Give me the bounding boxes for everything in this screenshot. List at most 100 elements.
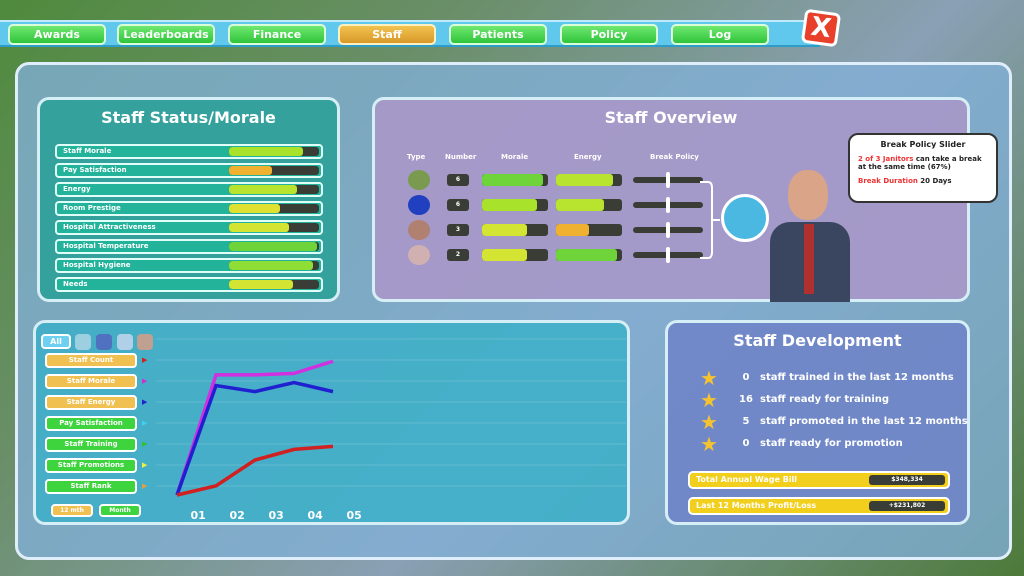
- range-12-mth-button[interactable]: 12 mth: [51, 504, 93, 517]
- series-line-staff-morale: [175, 359, 334, 496]
- star-icon: ★: [700, 410, 718, 434]
- staff-number: 6: [447, 199, 469, 211]
- status-bar: [229, 204, 319, 213]
- wage-bill-row: Total Annual Wage Bill $348,334: [688, 471, 950, 489]
- staff-graph-panel: All Staff Count ▶ Staff Morale ▶ Staff Energ…: [33, 320, 630, 525]
- filter-nurse-button[interactable]: [96, 334, 112, 350]
- break-policy-slider[interactable]: [633, 247, 703, 263]
- graph-toggle-staff-count[interactable]: Staff Count: [45, 353, 137, 368]
- x-tick-label: 05: [347, 509, 362, 522]
- close-icon: X: [808, 11, 834, 45]
- header-number: Number: [445, 153, 477, 161]
- status-bar: [229, 147, 319, 156]
- staff-number: 6: [447, 174, 469, 186]
- development-label: staff trained in the last 12 months: [760, 372, 954, 383]
- slider-handle[interactable]: [666, 247, 670, 263]
- staff-line-chart: 01 02 03 04 05: [156, 338, 626, 522]
- development-label: staff promoted in the last 12 months: [760, 416, 968, 427]
- break-duration-label: Break Duration: [858, 177, 918, 185]
- energy-bar: [556, 224, 622, 236]
- assistant-icon: [408, 245, 430, 265]
- graph-toggle-pay-satisfaction[interactable]: Pay Satisfaction: [45, 416, 137, 431]
- doctor-icon: [408, 170, 430, 190]
- header-energy: Energy: [574, 153, 602, 161]
- tooltip-title: Break Policy Slider: [880, 140, 966, 149]
- status-bar: [229, 185, 319, 194]
- graph-toggle-staff-morale[interactable]: Staff Morale: [45, 374, 137, 389]
- status-row: Hospital Temperature: [55, 239, 323, 254]
- energy-bar: [556, 199, 622, 211]
- tab-finance[interactable]: Finance: [228, 24, 326, 45]
- staff-overview-panel: Staff Overview Type Number Morale Energy…: [372, 97, 970, 302]
- status-label: Needs: [63, 280, 88, 288]
- panel-title: Staff Overview: [604, 108, 738, 127]
- bracket: [700, 181, 720, 259]
- status-label: Staff Morale: [63, 147, 112, 155]
- x-tick-label: 04: [308, 509, 324, 522]
- x-tick-label: 03: [269, 509, 284, 522]
- janitor-icon: [408, 220, 430, 240]
- header-break-policy: Break Policy: [650, 153, 699, 161]
- star-icon: ★: [700, 432, 718, 456]
- slider-handle[interactable]: [666, 222, 670, 238]
- status-bar: [229, 223, 319, 232]
- slider-handle[interactable]: [666, 197, 670, 213]
- tab-log[interactable]: Log: [671, 24, 769, 45]
- status-bar: [229, 242, 319, 251]
- morale-bar: [482, 199, 548, 211]
- newspaper-icon: [721, 194, 769, 242]
- close-button[interactable]: X: [800, 8, 842, 48]
- panel-title: Staff Status/Morale: [101, 108, 276, 127]
- profit-loss-label: Last 12 Months Profit/Loss: [696, 501, 817, 510]
- star-icon: ★: [700, 366, 718, 390]
- break-policy-slider[interactable]: [633, 197, 703, 213]
- slider-handle[interactable]: [666, 172, 670, 188]
- filter-janitor-button[interactable]: [137, 334, 153, 350]
- status-label: Pay Satisfaction: [63, 166, 127, 174]
- tab-awards[interactable]: Awards: [8, 24, 106, 45]
- status-label: Hospital Attractiveness: [63, 223, 156, 231]
- development-value: 0: [742, 438, 750, 449]
- staff-development-panel: Staff Development ★ 0 staff trained in the…: [665, 320, 970, 525]
- wage-bill-value: $348,334: [869, 475, 945, 485]
- status-row: Hospital Attractiveness: [55, 220, 323, 235]
- tab-patients[interactable]: Patients: [449, 24, 547, 45]
- tooltip-highlight: 2 of 3 Janitors: [858, 155, 914, 163]
- tab-policy[interactable]: Policy: [560, 24, 658, 45]
- staff-number: 2: [447, 249, 469, 261]
- energy-bar: [556, 249, 622, 261]
- tooltip-text: can take a break at the same time (67%): [858, 155, 982, 171]
- graph-toggle-staff-promotions[interactable]: Staff Promotions: [45, 458, 137, 473]
- advisor-character: [760, 170, 860, 302]
- morale-bar: [482, 174, 548, 186]
- tab-leaderboards[interactable]: Leaderboards: [117, 24, 215, 45]
- header-morale: Morale: [501, 153, 529, 161]
- series-line-staff-count: [176, 444, 334, 497]
- break-policy-tooltip: Break Policy Slider 2 of 3 Janitors can …: [848, 133, 998, 203]
- series-marker-icon: ▶: [142, 482, 148, 490]
- wage-bill-label: Total Annual Wage Bill: [696, 475, 798, 484]
- series-line-staff-energy: [175, 380, 334, 496]
- tab-staff[interactable]: Staff: [338, 24, 436, 45]
- development-label: staff ready for promotion: [760, 438, 903, 449]
- filter-doctor-button[interactable]: [75, 334, 91, 350]
- energy-bar: [556, 174, 622, 186]
- graph-toggle-staff-rank[interactable]: Staff Rank: [45, 479, 137, 494]
- break-policy-slider[interactable]: [633, 172, 703, 188]
- panel-title: Staff Development: [733, 331, 902, 350]
- status-bar: [229, 280, 319, 289]
- development-label: staff ready for training: [760, 394, 890, 405]
- status-bar: [229, 261, 319, 270]
- series-marker-icon: ▶: [142, 377, 148, 385]
- development-value: 0: [742, 372, 750, 383]
- graph-toggle-staff-energy[interactable]: Staff Energy: [45, 395, 137, 410]
- range-month-button[interactable]: Month: [99, 504, 141, 517]
- graph-toggle-staff-training[interactable]: Staff Training: [45, 437, 137, 452]
- break-policy-slider[interactable]: [633, 222, 703, 238]
- nurse-icon: [408, 195, 430, 215]
- filter-all-button[interactable]: All: [41, 334, 71, 349]
- status-row: Room Prestige: [55, 201, 323, 216]
- filter-assistant-button[interactable]: [117, 334, 133, 350]
- status-label: Energy: [63, 185, 91, 193]
- staff-status-panel: Staff Status/Morale Staff Morale Pay Sati…: [37, 97, 340, 302]
